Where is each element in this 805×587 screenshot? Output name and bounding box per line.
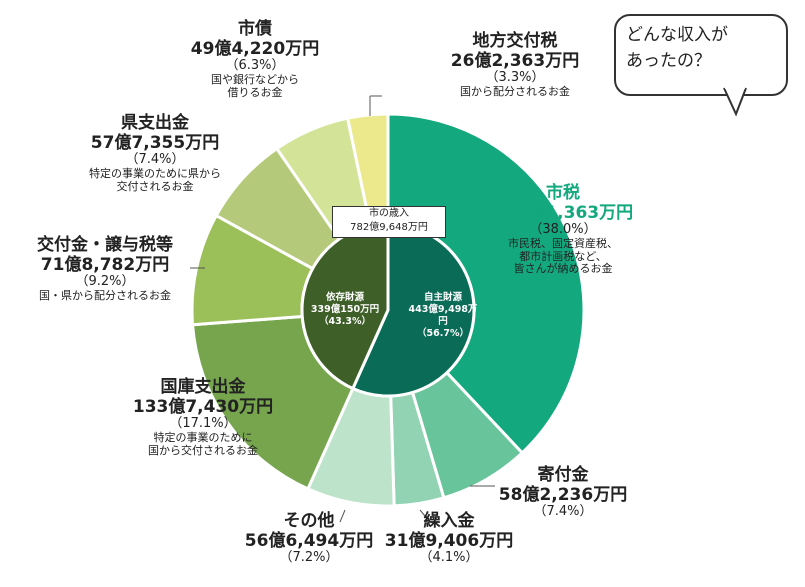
label-percent: （17.1%） <box>169 416 237 432</box>
speech-line-1: どんな収入が <box>626 25 728 45</box>
label-name: 繰入金 <box>423 511 475 531</box>
inner-label-own: 自主財源 443億9,498万円 （56.7%） <box>404 292 482 340</box>
inner-name: 依存財源 <box>325 292 364 303</box>
inner-percent: （56.7%） <box>417 328 469 339</box>
label-name: 地方交付税 <box>472 31 558 51</box>
label-city-tax: 市税 297億1,363万円 （38.0%） 市民税、固定資産税、 都市計画税な… <box>488 183 638 276</box>
inner-name: 自主財源 <box>423 292 462 303</box>
label-name: 市債 <box>238 19 272 39</box>
label-desc: 国から配分されるお金 <box>460 85 570 99</box>
label-prefecture: 県支出金 57億7,355万円 （7.4%） 特定の事業のために県から 交付され… <box>70 113 240 193</box>
label-local-allocation-tax: 地方交付税 26億2,363万円 （3.3%） 国から配分されるお金 <box>440 31 590 99</box>
label-percent: （7.4%） <box>533 504 593 520</box>
label-donations: 寄付金 58億2,236万円 （7.4%） <box>488 465 638 520</box>
label-other: その他 56億6,494万円 （7.2%） <box>234 511 384 566</box>
label-name: 市税 <box>546 183 580 203</box>
leader-line-1 <box>419 509 431 523</box>
label-name: 県支出金 <box>121 113 189 133</box>
speech-bubble-tail <box>723 86 747 117</box>
label-desc: 都市計画税など、 <box>519 249 607 263</box>
label-national-treasury: 国庫支出金 133億7,430万円 （17.1%） 特定の事業のために 国から交… <box>118 377 288 457</box>
label-amount: 56億6,494万円 <box>244 530 374 551</box>
speech-bubble-text: どんな収入が あったの？ <box>626 22 728 74</box>
inner-label-dependent: 依存財源 339億150万円 （43.3%） <box>302 292 388 328</box>
label-amount: 26億2,363万円 <box>450 50 580 71</box>
total-amount: 782億9,648万円 <box>350 222 428 233</box>
label-desc: 国や銀行などから <box>211 73 299 87</box>
label-desc: 借りるお金 <box>227 85 283 99</box>
leader-line-2 <box>339 509 346 523</box>
label-desc: 交付されるお金 <box>116 179 194 193</box>
label-percent: （6.3%） <box>225 58 285 74</box>
speech-bubble <box>614 14 788 96</box>
inner-percent: （43.3%） <box>319 316 371 327</box>
label-amount: 133億7,430万円 <box>132 396 274 417</box>
label-desc: 特定の事業のために県から <box>89 167 221 181</box>
label-transfers: 繰入金 31億9,406万円 （4.1%） <box>374 511 524 566</box>
label-name: 寄付金 <box>537 465 589 485</box>
label-amount: 31億9,406万円 <box>384 530 514 551</box>
label-desc: 市民税、固定資産税、 <box>508 237 618 251</box>
label-amount: 297億1,363万円 <box>492 202 634 223</box>
label-name: その他 <box>283 511 335 531</box>
label-amount: 71億8,782万円 <box>40 254 170 275</box>
label-desc: 特定の事業のために <box>153 431 253 445</box>
label-grants: 交付金・譲与税等 71億8,782万円 （9.2%） 国・県から配分されるお金 <box>20 235 190 303</box>
label-percent: （38.0%） <box>529 222 597 238</box>
label-percent: （7.2%） <box>279 550 339 566</box>
label-city-bonds: 市債 49億4,220万円 （6.3%） 国や銀行などから 借りるお金 <box>180 19 330 99</box>
label-percent: （4.1%） <box>419 550 479 566</box>
inner-amount: 339億150万円 <box>310 304 380 315</box>
inner-amount: 443億9,498万円 <box>408 304 478 327</box>
label-amount: 58億2,236万円 <box>498 484 628 505</box>
total-title: 市の歳入 <box>369 208 409 219</box>
label-desc: 皆さんが納めるお金 <box>513 262 613 276</box>
speech-line-2: あったの？ <box>626 51 711 71</box>
label-name: 国庫支出金 <box>160 377 246 397</box>
label-desc: 国から交付されるお金 <box>148 443 258 457</box>
total-box: 市の歳入 782億9,648万円 <box>332 206 446 238</box>
label-percent: （7.4%） <box>125 152 185 168</box>
label-amount: 49億4,220万円 <box>190 38 320 59</box>
label-name: 交付金・譲与税等 <box>37 235 173 255</box>
label-desc: 国・県から配分されるお金 <box>39 289 171 303</box>
label-percent: （9.2%） <box>75 274 135 290</box>
label-amount: 57億7,355万円 <box>90 132 220 153</box>
label-percent: （3.3%） <box>485 70 545 86</box>
